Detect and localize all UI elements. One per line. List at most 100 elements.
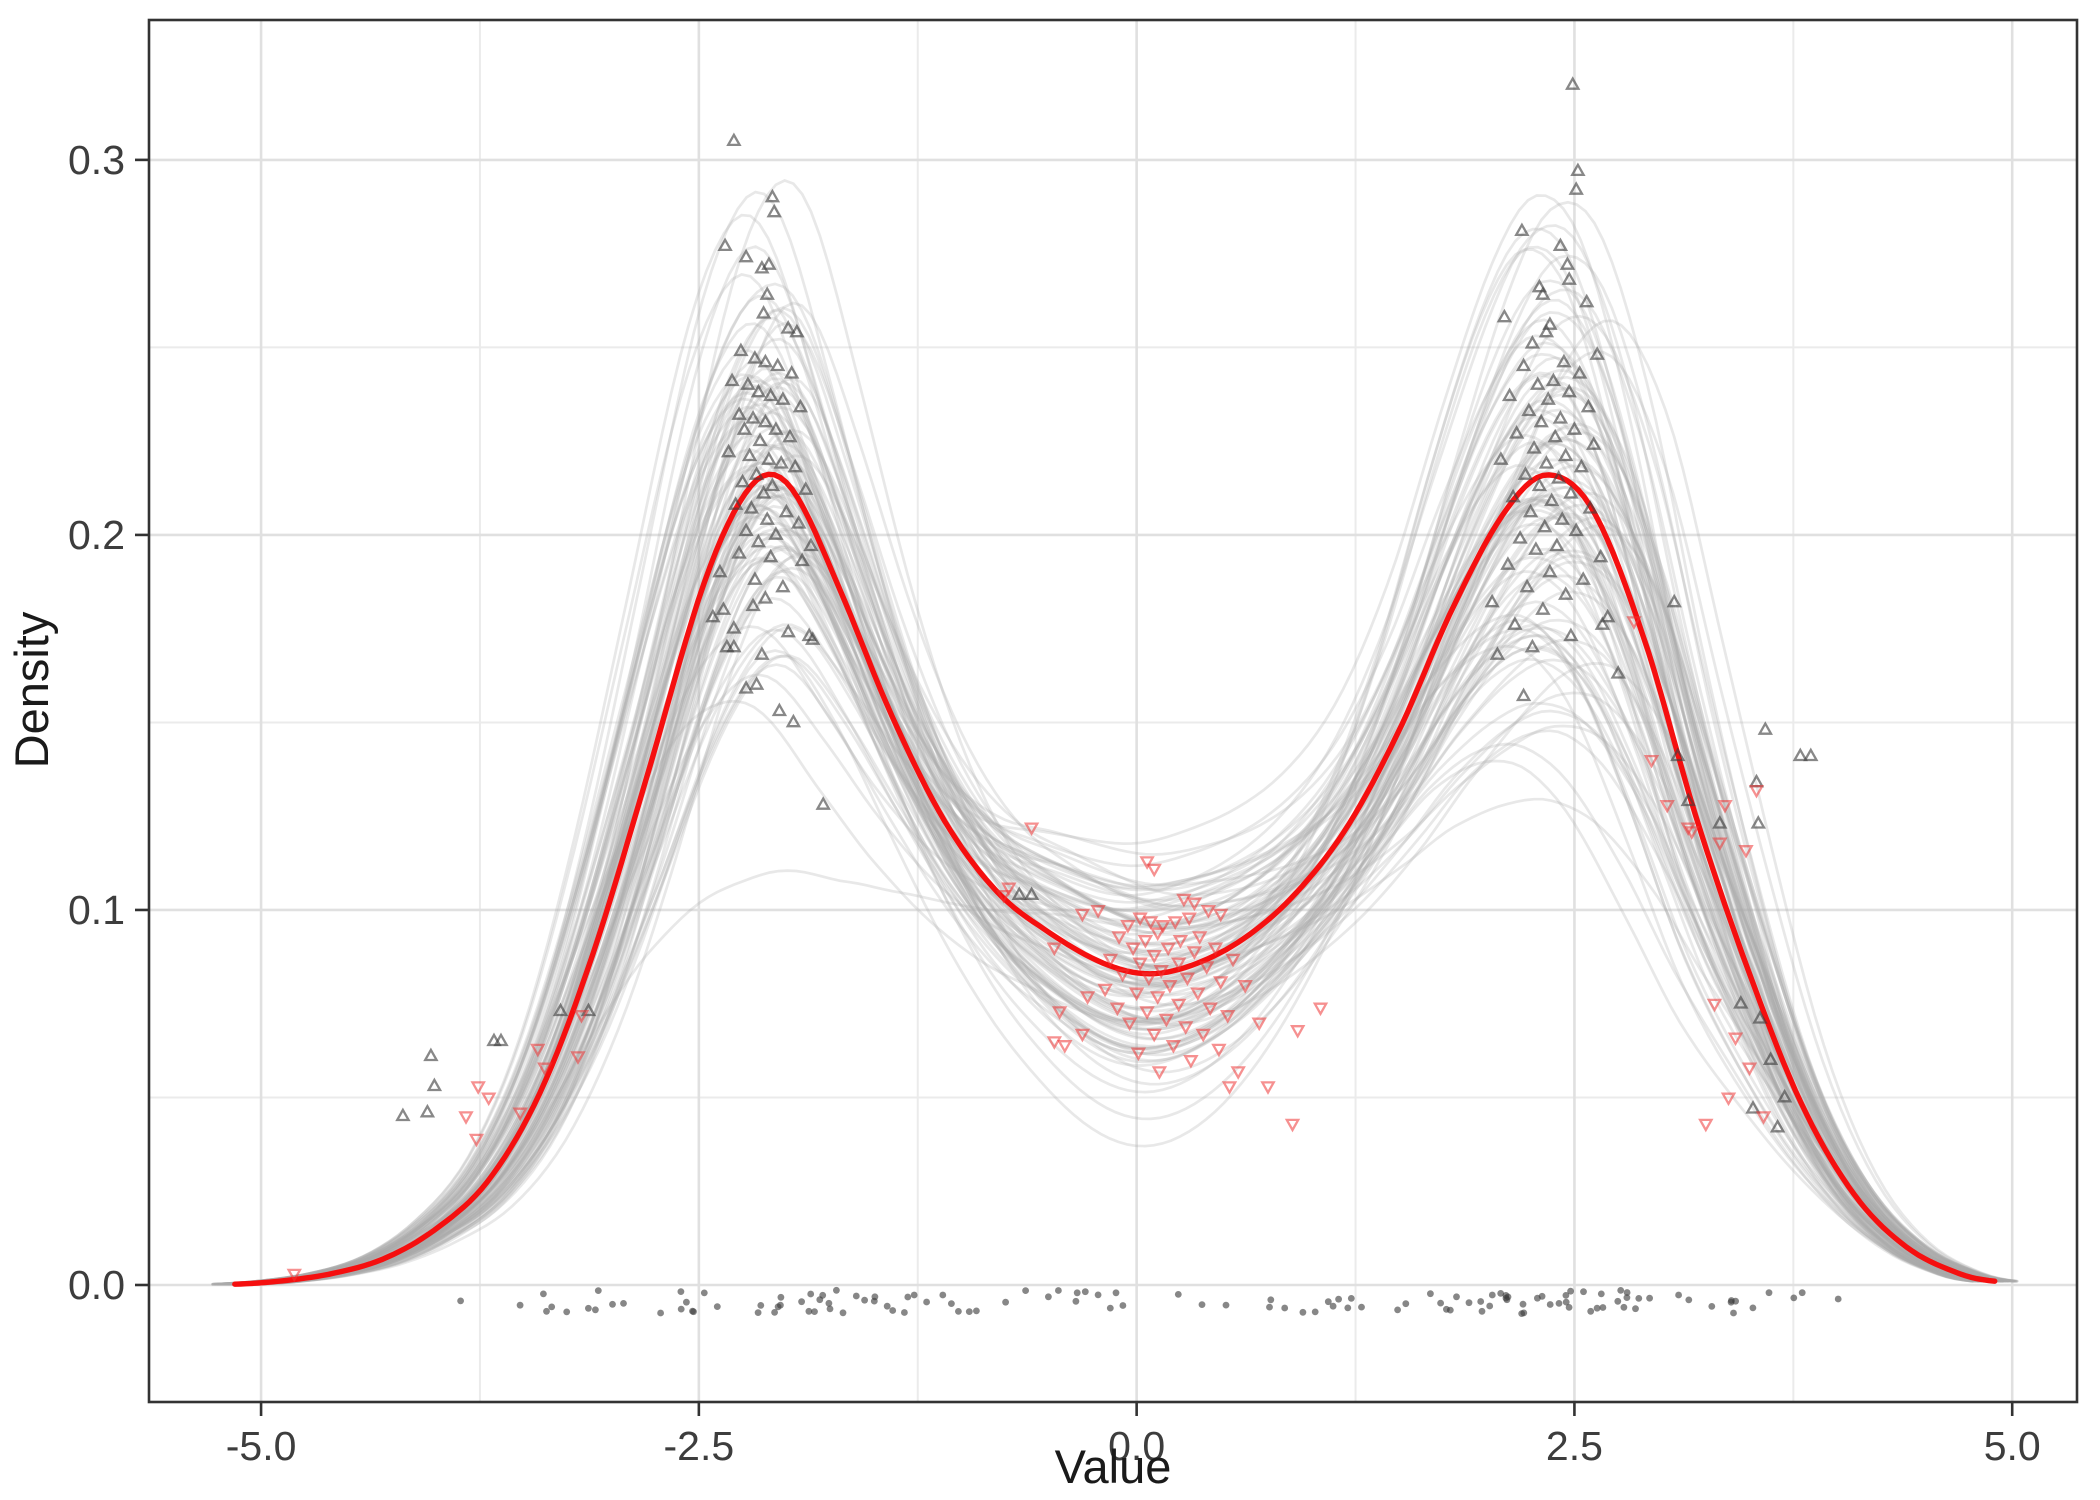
rug-dot — [1538, 1292, 1546, 1300]
down-triangle-marker — [1720, 1092, 1737, 1107]
rug-dot — [1632, 1305, 1639, 1313]
down-triangle-marker — [1057, 1040, 1073, 1054]
up-triangle-marker — [755, 485, 772, 499]
up-triangle-marker — [745, 410, 761, 424]
posterior-draw-curve — [222, 379, 1986, 1286]
down-triangle-marker — [1213, 908, 1229, 923]
down-triangle-marker — [1171, 957, 1187, 972]
up-triangle-marker — [423, 1047, 439, 1062]
rug-dot — [1518, 1310, 1526, 1317]
up-triangle-marker — [759, 286, 775, 300]
up-triangle-marker — [1023, 886, 1040, 900]
rug-dot — [1347, 1295, 1355, 1302]
rug-dot — [965, 1308, 973, 1315]
down-triangle-marker — [1172, 935, 1189, 949]
rug-dot — [1335, 1295, 1342, 1303]
up-triangle-marker — [1515, 357, 1532, 372]
posterior-draw-curve — [228, 501, 1991, 1286]
up-triangle-marker — [1547, 428, 1563, 443]
x-tick-label: -5.0 — [226, 1423, 297, 1469]
down-triangle-marker — [1160, 942, 1176, 957]
down-triangle-marker — [1738, 845, 1754, 859]
posterior-draw-curve — [216, 405, 1980, 1286]
up-triangle-marker — [757, 353, 774, 368]
down-triangle-marker — [1190, 987, 1206, 1002]
down-triangle-marker — [1023, 822, 1040, 837]
down-triangle-marker — [1137, 935, 1154, 949]
rug-dot — [1329, 1302, 1337, 1310]
up-triangle-marker — [733, 342, 749, 357]
up-triangle-marker — [761, 451, 777, 465]
down-triangle-marker — [1186, 897, 1203, 912]
up-triangle-marker — [1745, 1100, 1761, 1114]
posterior-draw-curve — [216, 245, 1980, 1286]
rug-dot — [852, 1292, 860, 1300]
down-triangle-marker — [1051, 1006, 1068, 1020]
up-triangle-marker — [780, 623, 796, 638]
posterior-draw-curve — [242, 516, 2005, 1286]
down-triangle-marker — [470, 1081, 486, 1095]
up-triangle-marker — [745, 597, 761, 612]
down-triangle-marker — [1171, 998, 1187, 1013]
posterior-draw-curve — [217, 359, 1981, 1286]
down-triangle-marker — [1192, 931, 1208, 945]
minor-gridlines — [149, 20, 2077, 1402]
posterior-draw-curve — [239, 373, 2003, 1286]
down-triangle-marker — [468, 1133, 485, 1148]
down-triangle-marker — [1181, 912, 1197, 927]
down-triangle-marker — [1167, 916, 1183, 930]
posterior-draw-curve — [247, 408, 2010, 1286]
rug-dot — [1565, 1304, 1573, 1311]
up-triangle-marker — [493, 1032, 509, 1047]
mean-density-curve — [232, 471, 1998, 1287]
up-triangle-marker — [1666, 593, 1682, 608]
up-triangle-marker — [717, 237, 733, 252]
rug-dot — [1266, 1303, 1273, 1311]
rug-dot — [1614, 1297, 1622, 1305]
up-triangle-marker — [1552, 237, 1569, 252]
rug-dot — [1597, 1290, 1605, 1298]
x-tick-label: -2.5 — [664, 1423, 735, 1469]
up-triangle-marker — [757, 413, 774, 428]
posterior-draw-curve — [218, 386, 1981, 1286]
up-triangle-marker — [712, 563, 728, 578]
up-triangle-marker — [761, 256, 777, 270]
up-triangle-marker — [1556, 353, 1572, 368]
up-triangle-marker — [1519, 578, 1535, 593]
up-triangle-marker — [1500, 556, 1516, 570]
rug-dot — [833, 1286, 840, 1294]
up-triangle-marker — [747, 571, 763, 585]
down-triangle-marker — [1128, 987, 1145, 1002]
up-triangle-marker — [750, 383, 767, 398]
rug-dot — [1437, 1299, 1444, 1307]
up-triangle-marker — [747, 350, 763, 364]
rug-dot — [807, 1290, 815, 1298]
rug-dot — [1344, 1304, 1352, 1312]
posterior-draw-curve — [224, 194, 1987, 1286]
posterior-draw-curve — [254, 375, 2018, 1286]
up-triangle-marker — [784, 365, 800, 379]
up-triangle-marker — [738, 248, 754, 263]
up-triangle-marker — [1558, 447, 1574, 462]
down-triangle-marker — [1220, 1010, 1236, 1024]
up-triangle-marker — [1803, 747, 1819, 762]
up-triangle-marker — [1496, 308, 1513, 323]
down-triangle-marker — [1114, 968, 1131, 983]
posterior-draw-curve — [254, 298, 2018, 1286]
posterior-draw-curve — [243, 478, 2006, 1286]
posterior-draw-curve — [235, 485, 1998, 1286]
down-triangle-marker — [458, 1111, 474, 1125]
down-triangle-marker — [1162, 980, 1178, 994]
up-triangle-marker — [815, 796, 831, 810]
posterior-draw-curve — [225, 416, 1988, 1286]
rug-dot — [1790, 1294, 1798, 1302]
up-triangle-marker — [1552, 410, 1569, 424]
up-triangle-marker — [743, 500, 760, 514]
rug-dot — [1562, 1298, 1570, 1306]
down-triangle-marker — [1132, 957, 1148, 972]
down-triangle-marker — [1717, 799, 1733, 814]
up-triangle-marker — [1524, 335, 1541, 349]
rug-dot — [1311, 1308, 1319, 1316]
x-tick-label: 0.0 — [1108, 1423, 1165, 1469]
down-triangle-marker — [1139, 856, 1155, 870]
